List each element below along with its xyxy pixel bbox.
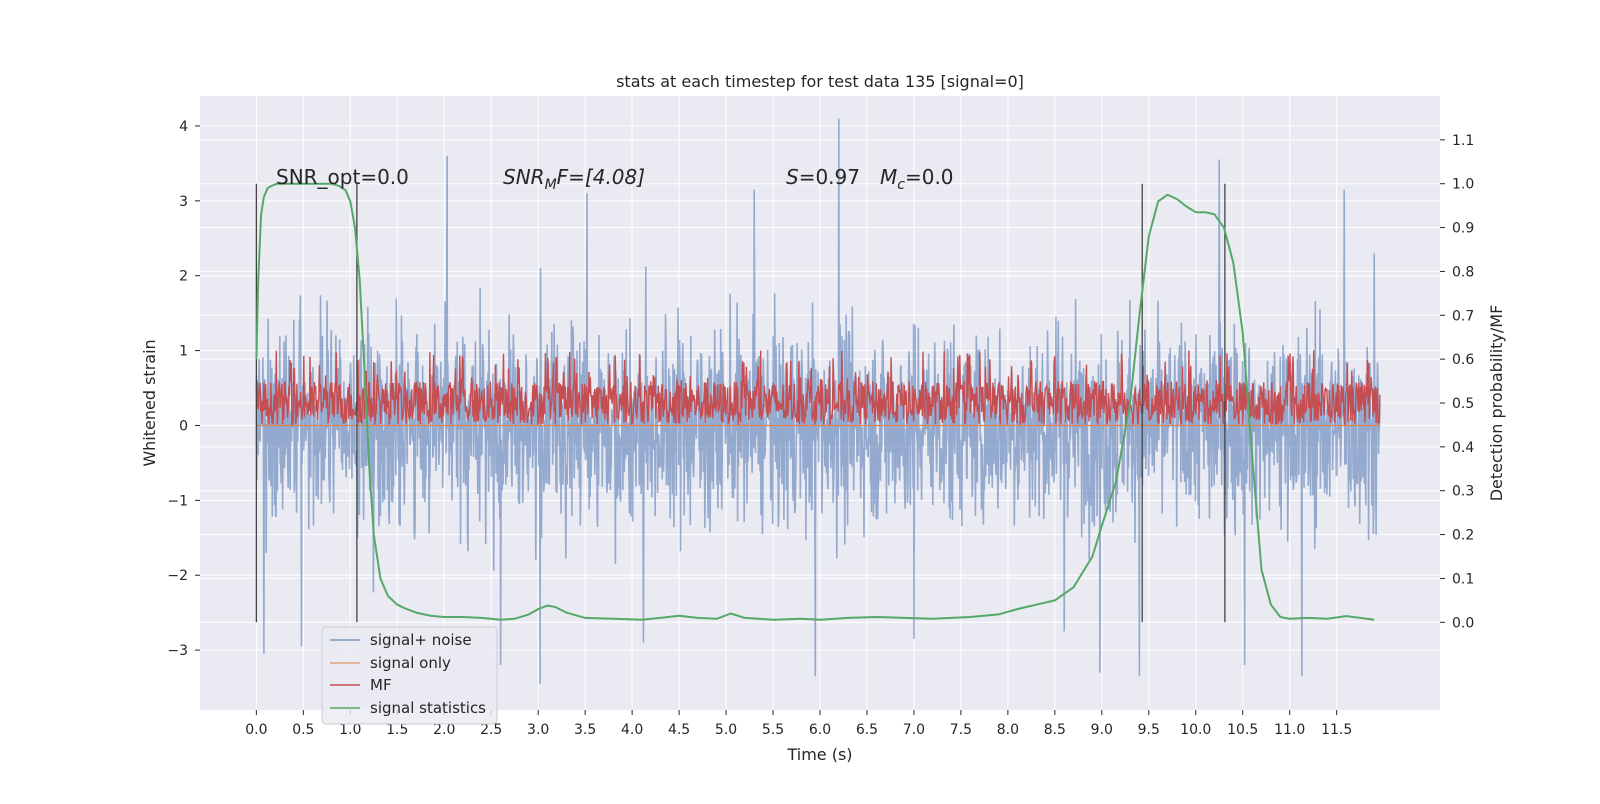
mf-series	[255, 350, 1381, 428]
y-right-tick-label-2: 0.2	[1452, 528, 1474, 544]
mf-line	[255, 350, 1381, 428]
y-right-tick-label-7: 0.7	[1452, 308, 1474, 324]
snr-mf-subscript: M	[545, 177, 557, 193]
y-right-tick-label-9: 0.9	[1452, 221, 1474, 237]
s-value: =0.97	[799, 165, 860, 189]
x-tick-label-11: 5.5	[762, 722, 784, 738]
annotation-s: S=0.97	[786, 165, 860, 189]
x-tick-label-12: 6.0	[809, 722, 831, 738]
y-right-tick-label-3: 0.3	[1452, 484, 1474, 500]
axes: 0.0 0.5 1.0 1.5 2.0 2.5 3.0 3.5 4.0 4.5 5.0 5.5 6.0 6…	[167, 119, 1474, 738]
y-right-tick-label-6: 0.6	[1452, 352, 1474, 368]
x-tick-label-7: 3.5	[574, 722, 596, 738]
x-tick-label-9: 4.5	[668, 722, 690, 738]
y-left-tick-label-5: 2	[179, 269, 188, 285]
x-tick-label-4: 2.0	[433, 722, 455, 738]
x-tick-label-15: 7.5	[950, 722, 972, 738]
y-axis-right-label: Detection probability/MF	[1487, 305, 1506, 502]
y-left-tick-label-2: −1	[167, 493, 188, 509]
y-right-tick-label-1: 0.1	[1452, 571, 1474, 587]
legend-label-signal-statistics: signal statistics	[370, 699, 486, 717]
x-tick-label-13: 6.5	[856, 722, 878, 738]
x-tick-label-18: 9.0	[1091, 722, 1113, 738]
y-axis-left-label: Whitened strain	[140, 339, 159, 466]
x-tick-label-14: 7.0	[903, 722, 925, 738]
signal-noise-series	[255, 118, 1381, 684]
mc-value: =0.0	[905, 165, 954, 189]
legend-box	[321, 626, 498, 725]
x-tick-label-2: 1.0	[339, 722, 361, 738]
y-left-tick-label-0: −3	[167, 643, 188, 659]
x-tick-label-16: 8.0	[997, 722, 1019, 738]
s-main: S	[786, 165, 799, 189]
y-right-tick-label-4: 0.4	[1452, 440, 1474, 456]
mc-subscript: c	[897, 177, 905, 193]
x-tick-label-0: 0.0	[245, 722, 267, 738]
y-right-tick-label-8: 0.8	[1452, 264, 1474, 280]
x-tick-label-3: 1.5	[386, 722, 408, 738]
signal-noise-line	[255, 118, 1381, 684]
y-left-tick-label-7: 4	[179, 119, 188, 135]
y-left-tick-label-4: 1	[179, 344, 188, 360]
legend-label-signal-noise: signal+ noise	[370, 631, 472, 649]
signal-statistics-series	[255, 182, 1375, 621]
mc-main: M	[880, 165, 897, 189]
annotation-snr-opt: SNR_opt=0.0	[276, 165, 409, 189]
y-left-tick-label-6: 3	[179, 194, 188, 210]
x-tick-label-23: 11.5	[1321, 722, 1352, 738]
annotation-mc: Mc=0.0	[880, 165, 954, 193]
x-tick-label-20: 10.0	[1180, 722, 1211, 738]
chart-title: stats at each timestep for test data 135…	[616, 72, 1024, 91]
x-tick-label-21: 10.5	[1227, 722, 1258, 738]
annotation-snr-mf: SNRMF=[4.08]	[503, 165, 645, 193]
x-tick-label-6: 3.0	[527, 722, 549, 738]
y-left-tick-label-1: −2	[167, 568, 188, 584]
legend-label-signal-only: signal only	[370, 654, 451, 672]
x-tick-label-1: 0.5	[292, 722, 314, 738]
signal-statistics-line	[255, 182, 1375, 621]
x-tick-label-10: 5.0	[715, 722, 737, 738]
x-tick-label-22: 11.0	[1274, 722, 1305, 738]
x-axis-label: Time (s)	[786, 745, 852, 764]
y-right-tick-label-0: 0.0	[1452, 615, 1474, 631]
y-right-tick-label-11: 1.1	[1452, 133, 1474, 149]
x-tick-label-19: 9.5	[1138, 722, 1160, 738]
legend-label-mf: MF	[370, 676, 392, 694]
x-tick-label-5: 2.5	[480, 722, 502, 738]
snr-mf-main: SNR	[503, 165, 545, 189]
snr-mf-value: F=[4.08]	[557, 165, 645, 189]
x-tick-label-17: 8.5	[1044, 722, 1066, 738]
legend: signal+ noise signal only MF signal stat…	[321, 626, 498, 725]
y-right-tick-label-10: 1.0	[1452, 177, 1474, 193]
x-tick-label-8: 4.0	[621, 722, 643, 738]
y-right-tick-label-5: 0.5	[1452, 396, 1474, 412]
y-left-tick-label-3: 0	[179, 418, 188, 434]
